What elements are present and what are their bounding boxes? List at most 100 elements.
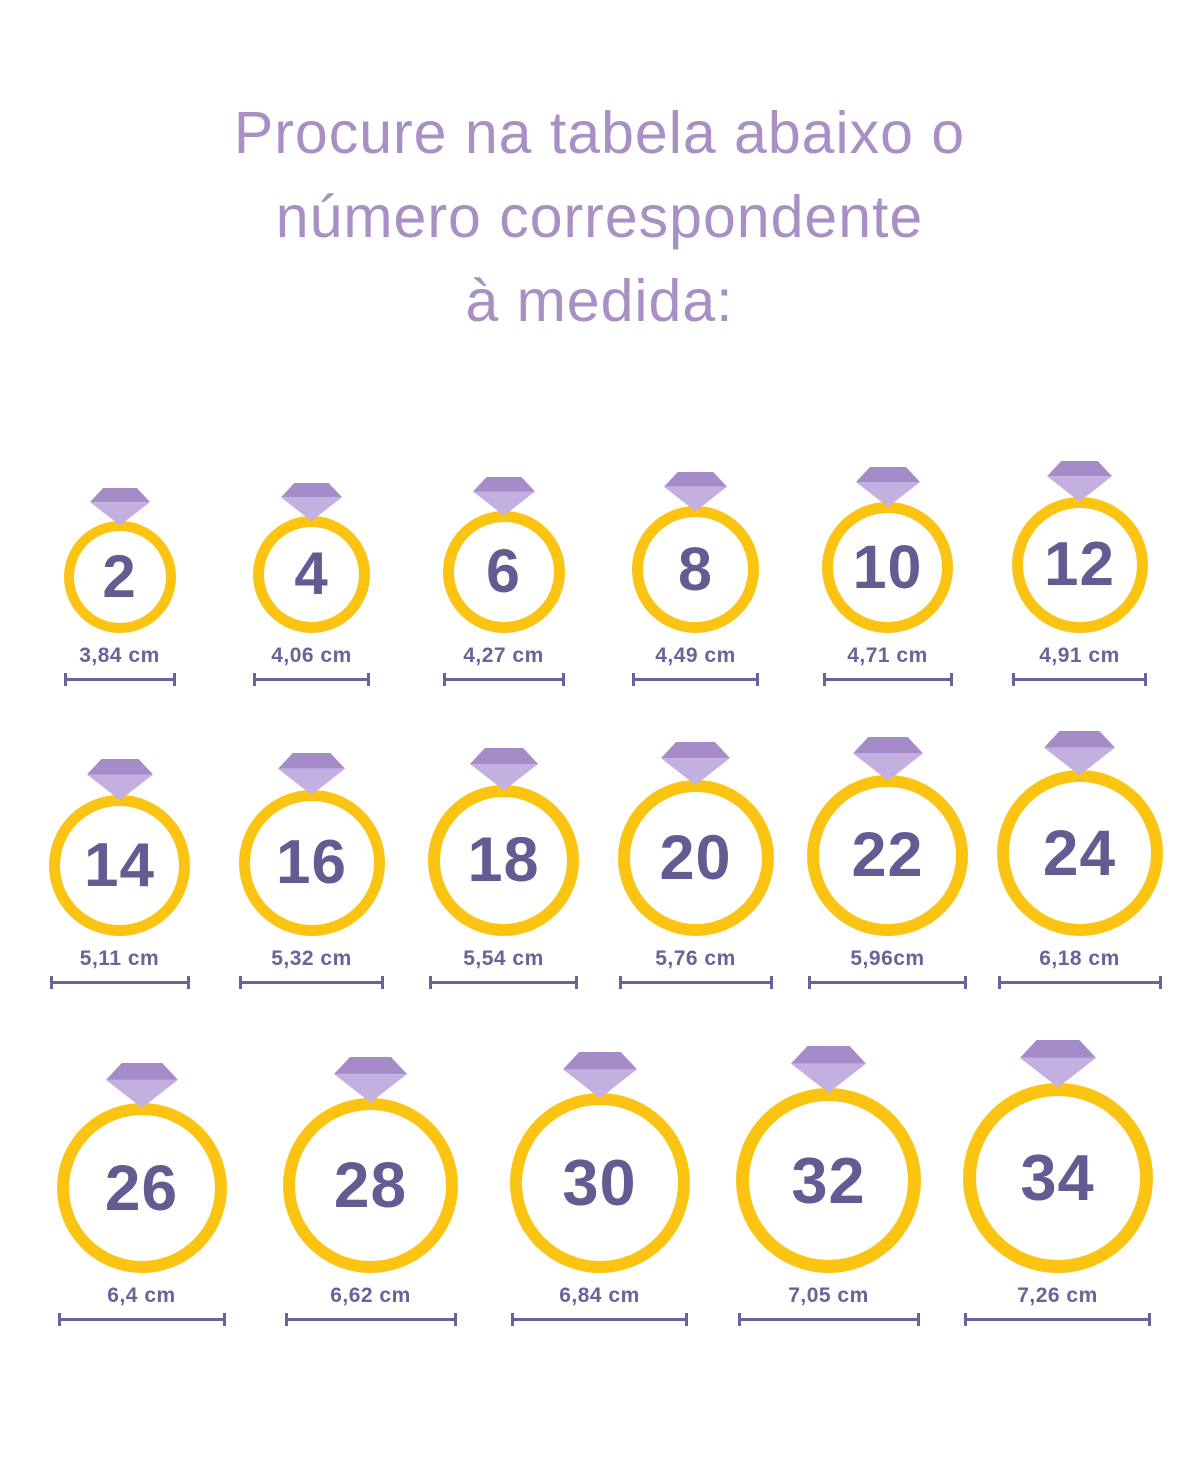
page-title-line-3: à medida:	[465, 267, 734, 334]
ring-size-item-28: 28 6,62 cm	[256, 1057, 485, 1326]
ring-size-item-14: 14 5,11 cm	[24, 759, 216, 990]
ring-row-2: 14 5,11 cm 16 5,32 cm 18 5,54 cm	[0, 730, 1199, 990]
ring-band: 26	[56, 1102, 227, 1273]
measurement-line	[964, 1312, 1151, 1326]
ring-size-item-32: 32 7,05 cm	[714, 1045, 943, 1326]
measurement-line	[511, 1312, 688, 1326]
ring-size-number: 34	[1020, 1141, 1095, 1215]
ring-band: 10	[822, 501, 953, 633]
diamond-gem-icon	[469, 747, 538, 791]
ring-size-number: 24	[1042, 817, 1117, 890]
measurement-label: 4,91 cm	[1039, 643, 1120, 667]
page-title: Procure na tabela abaixo o número corres…	[0, 92, 1199, 343]
measurement-label: 7,05 cm	[788, 1283, 869, 1307]
measurement-line	[822, 672, 953, 686]
measurement-line	[997, 976, 1162, 990]
measurement-line	[632, 672, 759, 686]
measurement-line	[57, 1312, 226, 1326]
ring-size-number: 2	[102, 542, 137, 610]
ring-size-number: 28	[333, 1149, 408, 1222]
measurement-label: 5,76 cm	[655, 947, 736, 971]
measurement-line	[49, 976, 190, 990]
measurement-line	[429, 976, 578, 990]
ring-band: 20	[617, 780, 774, 937]
measurement-label: 6,4 cm	[107, 1283, 176, 1307]
measurement-line	[284, 1312, 457, 1326]
page-title-line-2: número correspondente	[275, 183, 924, 250]
ring-band: 16	[238, 790, 385, 937]
ring-band: 18	[428, 785, 579, 937]
ring-size-number: 12	[1044, 529, 1115, 599]
diamond-gem-icon	[661, 742, 730, 786]
ring-size-item-12: 12 4,91 cm	[984, 461, 1176, 686]
ring-size-item-10: 10 4,71 cm	[792, 466, 984, 686]
measurement-label: 7,26 cm	[1017, 1283, 1098, 1307]
diamond-gem-icon	[664, 471, 727, 511]
ring-band: 6	[442, 510, 565, 633]
ring-size-number: 26	[104, 1151, 179, 1224]
measurement-line	[239, 976, 384, 990]
ring-band: 32	[736, 1087, 921, 1273]
diamond-gem-icon	[105, 1062, 178, 1108]
diamond-gem-icon	[852, 736, 923, 781]
ring-size-item-8: 8 4,49 cm	[600, 471, 792, 686]
measurement-label: 5,54 cm	[463, 947, 544, 971]
diamond-gem-icon	[472, 477, 535, 516]
ring-size-item-22: 22 5,96cm	[792, 736, 984, 990]
ring-band: 12	[1011, 496, 1148, 633]
ring-band: 14	[49, 795, 190, 937]
ring-band: 24	[996, 770, 1163, 937]
ring-size-item-16: 16 5,32 cm	[216, 753, 408, 990]
ring-row-3: 26 6,4 cm 28 6,62 cm 30 6,84 cm	[0, 1040, 1199, 1326]
ring-band: 2	[63, 520, 176, 633]
measurement-label: 4,49 cm	[655, 643, 736, 667]
measurement-line	[63, 672, 176, 686]
measurement-label: 6,18 cm	[1039, 947, 1120, 971]
ring-rows: 2 3,84 cm 4 4,06 cm 6 4,27 cm	[0, 461, 1199, 1326]
ring-size-item-30: 30 6,84 cm	[485, 1051, 714, 1326]
ring-band: 8	[632, 505, 759, 633]
ring-size-item-20: 20 5,76 cm	[600, 742, 792, 990]
ring-band: 4	[253, 515, 370, 633]
diamond-gem-icon	[791, 1045, 866, 1093]
ring-band: 30	[509, 1092, 690, 1273]
ring-size-item-26: 26 6,4 cm	[27, 1062, 256, 1326]
ring-size-number: 14	[84, 830, 155, 900]
diamond-gem-icon	[1019, 1040, 1096, 1088]
ring-size-item-24: 24 6,18 cm	[984, 730, 1176, 990]
ring-size-item-4: 4 4,06 cm	[216, 482, 408, 686]
ring-size-number: 16	[276, 828, 347, 898]
ring-size-number: 22	[851, 820, 924, 891]
measurement-label: 6,84 cm	[559, 1283, 640, 1307]
measurement-line	[618, 976, 773, 990]
ring-size-number: 20	[659, 822, 732, 893]
ring-size-item-2: 2 3,84 cm	[24, 488, 216, 686]
ring-size-item-18: 18 5,54 cm	[408, 747, 600, 990]
measurement-label: 5,32 cm	[271, 947, 352, 971]
diamond-gem-icon	[1044, 730, 1115, 776]
measurement-line	[1012, 672, 1147, 686]
ring-band: 34	[962, 1082, 1153, 1273]
measurement-label: 4,71 cm	[847, 643, 928, 667]
measurement-line	[808, 976, 967, 990]
diamond-gem-icon	[334, 1057, 407, 1103]
measurement-label: 4,06 cm	[271, 643, 352, 667]
ring-row-1: 2 3,84 cm 4 4,06 cm 6 4,27 cm	[0, 461, 1199, 686]
ring-size-number: 18	[467, 825, 540, 896]
measurement-line	[253, 672, 370, 686]
ring-size-item-6: 6 4,27 cm	[408, 477, 600, 686]
ring-size-number: 32	[791, 1143, 866, 1217]
measurement-label: 5,96cm	[850, 947, 925, 971]
measurement-line	[442, 672, 565, 686]
page-title-line-1: Procure na tabela abaixo o	[233, 100, 966, 166]
diamond-gem-icon	[278, 753, 345, 796]
diamond-gem-icon	[855, 466, 920, 507]
ring-size-number: 4	[294, 540, 329, 608]
diamond-gem-icon	[562, 1051, 637, 1098]
measurement-label: 4,27 cm	[463, 643, 544, 667]
diamond-gem-icon	[1047, 461, 1112, 502]
diamond-gem-icon	[89, 488, 150, 526]
ring-size-number: 10	[852, 532, 923, 601]
diamond-gem-icon	[281, 482, 342, 521]
